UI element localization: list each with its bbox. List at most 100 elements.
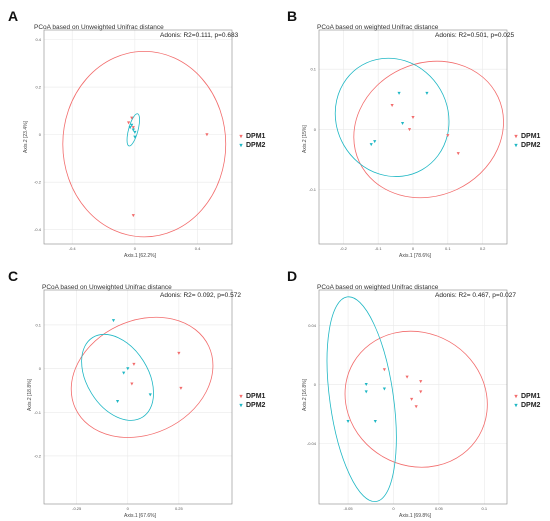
- data-point-dpm1: [127, 121, 131, 125]
- y-tick-label: -0.2: [34, 453, 42, 458]
- x-tick-label: 0.1: [445, 246, 451, 251]
- y-tick-label: 0.2: [35, 85, 41, 90]
- x-tick-label: 0.1: [482, 506, 488, 511]
- data-point-dpm1: [130, 382, 134, 386]
- legend-item-dpm2: ▾ DPM2: [511, 401, 540, 410]
- plot-frame: [318, 289, 508, 505]
- confidence-ellipse-dpm2: [334, 57, 450, 177]
- legend-label: DPM2: [521, 142, 541, 149]
- data-point-dpm1: [456, 152, 460, 156]
- confidence-ellipse-dpm1: [353, 60, 504, 199]
- panel-letter: C: [8, 268, 19, 284]
- y-axis-label: Axis.2 [23.4%]: [23, 121, 29, 153]
- legend-label: DPM2: [521, 402, 541, 409]
- plot-background: [319, 290, 507, 504]
- data-point-dpm2: [369, 143, 373, 147]
- plot-frame: [318, 29, 508, 245]
- x-axis-label: Axis.1 [67.6%]: [124, 513, 156, 519]
- chart-title: PCoA based on Unweighted Unifrac distanc…: [42, 284, 172, 291]
- x-tick-label: -0.2: [340, 246, 348, 251]
- y-tick-label: -0.1: [309, 187, 317, 192]
- chart-title: PCoA based on weighted Unifrac distance: [317, 24, 439, 31]
- adonis-annotation: Adonis: R2= 0.467, p=0.027: [435, 292, 516, 299]
- y-tick-label: -0.04: [307, 441, 317, 446]
- data-point-dpm1: [205, 133, 209, 137]
- chart-c: -0.25 0 0.25 -0.2 -0.1 0 0.1: [34, 289, 233, 511]
- data-point-dpm2: [400, 122, 405, 126]
- y-tick-label: -0.4: [34, 227, 42, 232]
- plot-background: [44, 290, 232, 504]
- data-point-dpm2: [364, 390, 368, 394]
- legend-label: DPM2: [246, 402, 266, 409]
- legend-item-dpm2: ▾ DPM2: [236, 141, 265, 150]
- x-tick-label: 0.05: [435, 506, 444, 511]
- x-tick-label: -0.4: [69, 246, 77, 251]
- data-point-dpm2: [122, 371, 126, 375]
- panel-b: B -0.2 -0.1 0 0.1 0.2 -0.1 0 0.1 PCoA based on …: [275, 0, 550, 260]
- legend-item-dpm1: ▾ DPM1: [511, 132, 540, 141]
- adonis-annotation: Adonis: R2= 0.092, p=0.572: [160, 292, 241, 299]
- data-point-dpm2: [115, 399, 120, 403]
- x-axis-label: Axis.1 [69.8%]: [399, 513, 431, 519]
- data-point-dpm1: [411, 116, 415, 120]
- data-point-dpm1: [130, 116, 134, 120]
- legend: ▾ DPM1 ▾ DPM2: [236, 392, 265, 410]
- legend-item-dpm1: ▾ DPM1: [236, 392, 265, 401]
- x-tick-label: -0.1: [375, 246, 383, 251]
- data-point-dpm1: [177, 351, 181, 355]
- y-tick-label: 0.1: [310, 67, 316, 72]
- legend-label: DPM1: [521, 133, 541, 140]
- legend-marker-dpm1-icon: ▾: [239, 394, 243, 400]
- panel-d: D -0.05 0 0.05 0.1 -0.04 0 0.04 PCoA based on …: [275, 260, 550, 520]
- data-point-dpm1: [407, 128, 412, 132]
- legend-label: DPM1: [521, 393, 541, 400]
- data-point-dpm2: [425, 91, 429, 95]
- x-tick-label: 0: [134, 246, 137, 251]
- y-tick-label: 0.4: [35, 37, 41, 42]
- panel-a: A -0.4 0 0.4 -0.4 -0.2 0 0.2 0.4 PCoA based on …: [0, 0, 275, 260]
- y-tick-label: 0: [39, 132, 42, 137]
- data-point-dpm1: [410, 397, 414, 401]
- x-tick-label: 0.4: [195, 246, 201, 251]
- confidence-ellipse-dpm2: [81, 333, 154, 421]
- data-point-dpm1: [132, 362, 136, 366]
- legend-label: DPM2: [246, 142, 266, 149]
- legend-marker-dpm2-icon: ▾: [514, 403, 518, 409]
- x-tick-label: 0: [392, 506, 395, 511]
- data-point-dpm1: [446, 134, 450, 138]
- x-tick-label: 0: [412, 246, 415, 251]
- panel-letter: A: [8, 8, 19, 24]
- data-point-dpm1: [131, 126, 135, 130]
- chart-title: PCoA based on Unweighted Unifrac distanc…: [34, 24, 164, 31]
- confidence-ellipse-dpm2: [326, 296, 397, 503]
- legend-marker-dpm2-icon: ▾: [514, 143, 518, 149]
- plot-background: [44, 30, 232, 244]
- chart-a: -0.4 0 0.4 -0.4 -0.2 0 0.2 0.4: [34, 29, 233, 251]
- y-axis-label: Axis.2 [15%]: [302, 125, 308, 153]
- data-point-dpm1: [405, 375, 409, 379]
- legend-marker-dpm2-icon: ▾: [239, 143, 243, 149]
- y-tick-label: 0.04: [308, 323, 317, 328]
- confidence-ellipse-dpm2: [126, 113, 140, 147]
- data-point-dpm2: [148, 393, 152, 397]
- x-axis-label: Axis.1 [62.2%]: [124, 253, 156, 259]
- x-tick-label: 0.25: [175, 506, 184, 511]
- confidence-ellipse-dpm1: [344, 330, 488, 468]
- data-point-dpm2: [373, 140, 377, 144]
- data-point-dpm1: [414, 405, 418, 409]
- data-point-dpm2: [133, 130, 137, 134]
- data-point-dpm1: [390, 103, 394, 107]
- legend-label: DPM1: [246, 393, 266, 400]
- legend-marker-dpm1-icon: ▾: [514, 394, 518, 400]
- legend-label: DPM1: [246, 133, 266, 140]
- y-tick-label: 0: [314, 382, 317, 387]
- data-point-dpm2: [130, 123, 134, 127]
- x-axis-label: Axis.1 [78.6%]: [399, 253, 431, 259]
- x-tick-label: -0.25: [72, 506, 82, 511]
- chart-b: -0.2 -0.1 0 0.1 0.2 -0.1 0 0.1: [309, 29, 508, 251]
- confidence-ellipse-dpm1: [62, 51, 227, 238]
- data-point-dpm2: [346, 419, 350, 423]
- data-point-dpm1: [131, 214, 135, 218]
- legend-marker-dpm2-icon: ▾: [239, 403, 243, 409]
- adonis-annotation: Adonis: R2=0.501, p=0.025: [435, 32, 515, 39]
